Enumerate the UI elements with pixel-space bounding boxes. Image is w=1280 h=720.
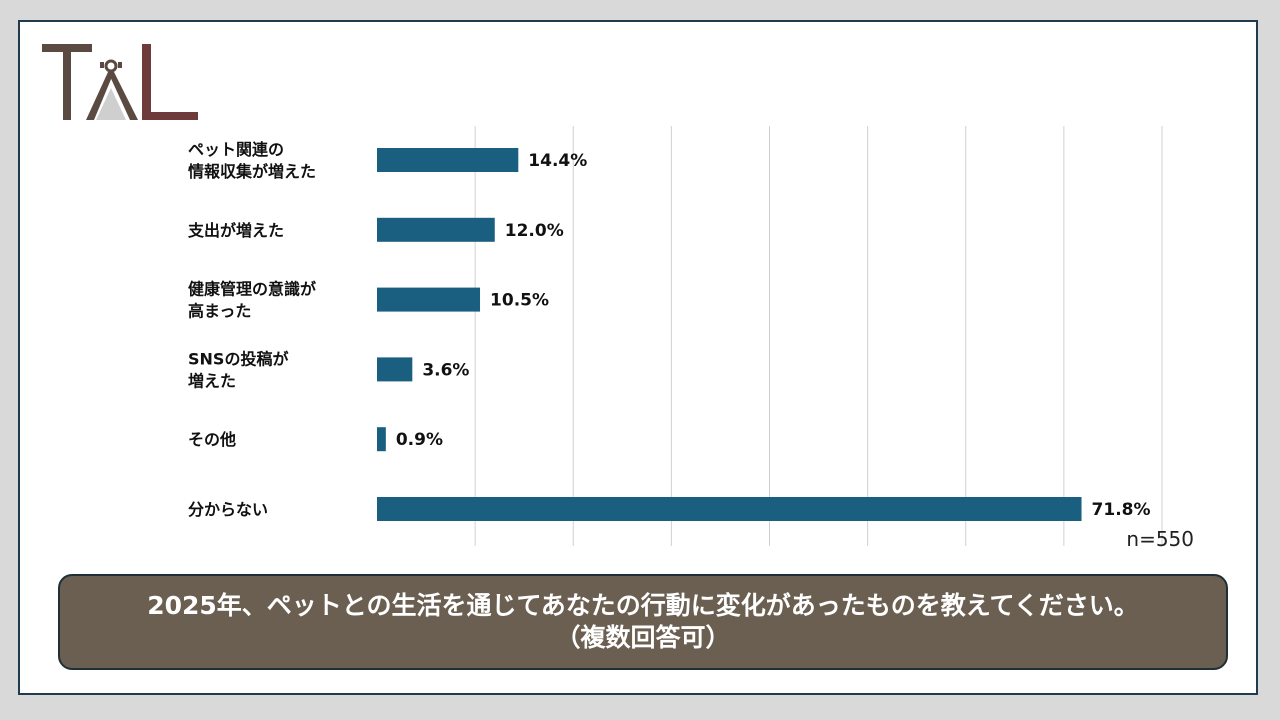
question-note: （複数回答可） <box>555 623 731 652</box>
category-label: 分からない <box>188 500 268 519</box>
bar <box>377 357 413 382</box>
category-label-line: 健康管理の意識が <box>188 280 316 299</box>
value-label: 71.8% <box>1092 500 1151 520</box>
category-label-line: 増えた <box>188 371 236 390</box>
gridlines <box>474 126 1163 546</box>
bar <box>377 148 519 172</box>
value-label: 0.9% <box>396 430 443 450</box>
category-label: SNSの投稿が増えた <box>188 349 288 390</box>
value-label: 3.6% <box>422 360 469 380</box>
sample-size-label: n=550 <box>1126 527 1194 551</box>
bar-chart: 14.4% ペット関連の情報収集が増えた 12.0% 支出が増えた 10.5% 健康管理の… <box>187 126 1163 546</box>
value-label: 12.0% <box>505 221 564 241</box>
value-label: 14.4% <box>528 151 587 171</box>
bar <box>377 287 481 312</box>
logo-mark <box>42 44 198 120</box>
category-label-line: その他 <box>188 430 236 449</box>
category-label-line: 高まった <box>188 302 251 321</box>
bar <box>377 427 386 452</box>
category-label: その他 <box>188 430 236 449</box>
category-label: ペット関連の情報収集が増えた <box>188 140 316 181</box>
category-label: 健康管理の意識が高まった <box>188 280 316 321</box>
labels: 14.4% ペット関連の情報収集が増えた 12.0% 支出が増えた 10.5% 健康管理の… <box>187 140 1151 520</box>
category-label-line: 分からない <box>188 500 268 519</box>
bar <box>377 497 1082 521</box>
value-label: 10.5% <box>490 291 549 311</box>
bar <box>377 217 495 242</box>
category-label-line: 支出が増えた <box>187 221 284 240</box>
question-box: 2025年、ペットとの生活を通じてあなたの行動に変化があったものを教えてください… <box>58 574 1228 670</box>
tal-logo <box>42 44 198 120</box>
category-label: 支出が増えた <box>187 221 284 240</box>
category-label-line: 情報収集が増えた <box>188 162 316 181</box>
bars <box>377 148 1082 521</box>
category-label-line: SNSの投稿が <box>188 349 288 368</box>
category-label-line: ペット関連の <box>188 140 284 159</box>
slide-frame: 14.4% ペット関連の情報収集が増えた 12.0% 支出が増えた 10.5% 健康管理の… <box>18 20 1258 695</box>
question-text: 2025年、ペットとの生活を通じてあなたの行動に変化があったものを教えてください… <box>147 590 1139 620</box>
